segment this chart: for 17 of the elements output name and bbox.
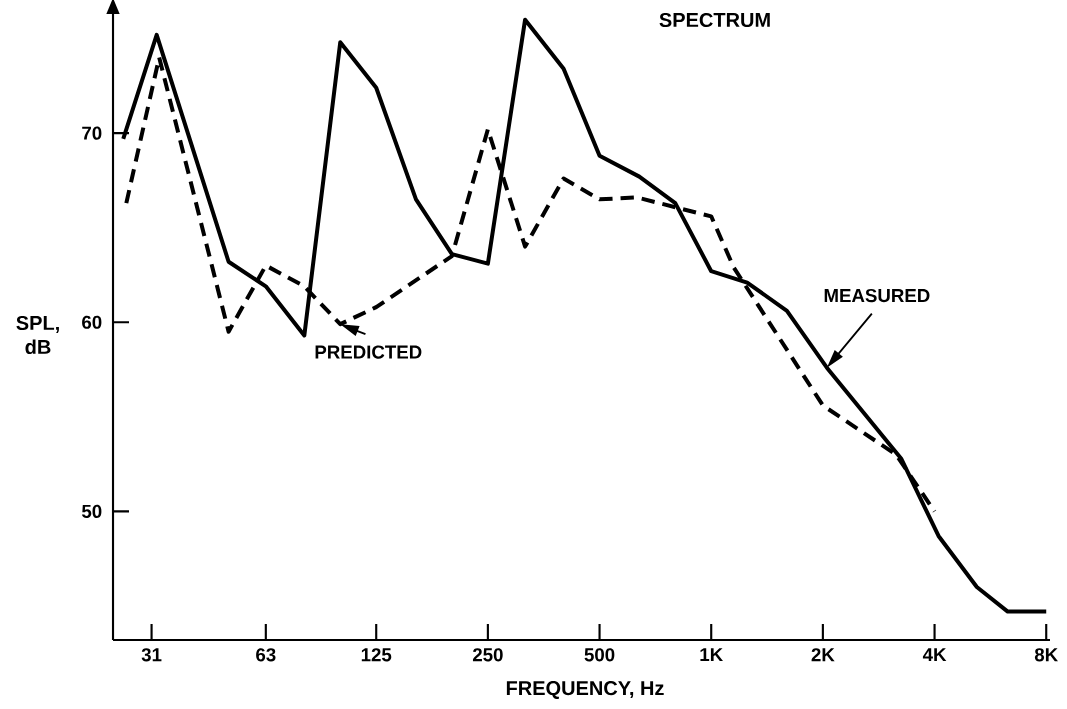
y-tick-label: 50 (81, 504, 102, 518)
series-label: MEASURED (824, 288, 930, 303)
x-tick-label: 4K (922, 648, 947, 661)
x-tick-label: 1K (700, 648, 723, 661)
y-tick-label: 60 (82, 315, 102, 329)
x-tick-label: 250 (472, 648, 503, 662)
x-tick-label: 31 (141, 648, 162, 662)
x-tick-label: 8K (1034, 648, 1058, 662)
chart-title: SPECTRUM (659, 12, 770, 28)
x-tick-label: 125 (361, 648, 392, 662)
y-axis-title: SPL, dB (16, 315, 59, 355)
x-tick-label: 63 (256, 648, 276, 662)
x-tick-label: 2K (811, 648, 835, 662)
x-axis-title: FREQUENCY, Hz (506, 681, 664, 699)
x-tick-label: 500 (584, 648, 615, 662)
legend-label: PREDICTED (315, 345, 422, 359)
y-tick-label: 70 (82, 126, 102, 140)
